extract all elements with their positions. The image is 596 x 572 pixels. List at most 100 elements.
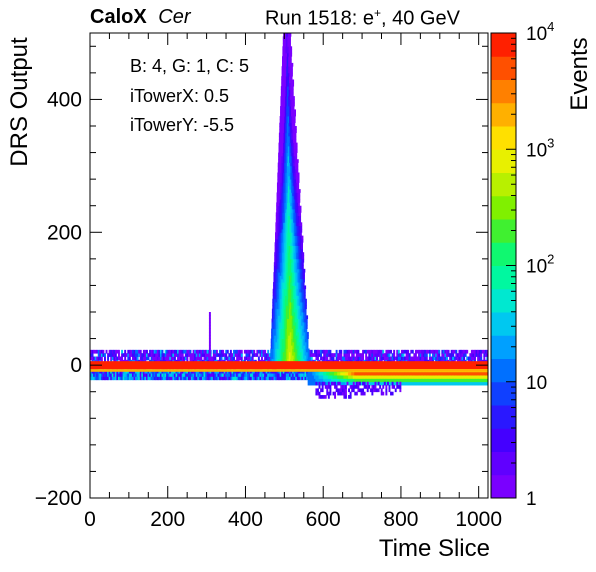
heat-cell xyxy=(290,268,293,273)
heat-cell xyxy=(323,375,326,379)
heat-cell xyxy=(289,116,291,120)
heat-cell xyxy=(291,295,294,300)
heat-cell xyxy=(304,355,307,359)
heat-cell xyxy=(117,353,120,357)
heat-cell xyxy=(453,356,456,361)
heat-cell xyxy=(294,341,297,346)
heat-cell xyxy=(344,378,347,383)
heat-cell xyxy=(280,132,283,137)
heat-cell xyxy=(284,195,287,200)
heat-cell xyxy=(293,232,296,237)
heat-cell xyxy=(270,341,273,346)
heat-cell xyxy=(195,353,198,357)
heat-cell xyxy=(442,378,445,383)
heat-cell xyxy=(282,162,285,167)
heat-cell xyxy=(486,371,489,376)
heat-cell xyxy=(133,356,136,361)
heat-cell xyxy=(114,373,117,377)
heat-cell xyxy=(329,385,332,389)
heat-cell xyxy=(273,376,276,381)
heat-cell xyxy=(478,375,481,379)
heat-cell xyxy=(320,388,323,393)
heat-cell xyxy=(293,312,296,316)
heat-cell xyxy=(301,248,304,253)
heat-cell xyxy=(338,349,341,354)
heat-cell xyxy=(275,328,278,333)
heat-cell xyxy=(289,36,291,41)
heat-cell xyxy=(302,295,305,300)
heat-cell xyxy=(261,373,263,377)
heat-cell xyxy=(285,215,288,220)
heat-cell xyxy=(280,185,283,190)
heat-cell xyxy=(278,212,281,217)
heat-cell xyxy=(466,349,469,354)
heat-cell xyxy=(275,238,277,243)
heat-cell xyxy=(344,385,347,389)
heat-cell xyxy=(385,375,388,379)
heat-cell xyxy=(164,376,167,381)
heat-cell xyxy=(99,356,102,361)
heat-cell xyxy=(304,308,307,313)
heat-cell xyxy=(287,242,290,246)
heat-cell xyxy=(275,338,278,343)
heat-cell xyxy=(340,371,343,376)
heat-cell xyxy=(291,288,294,293)
heat-cell xyxy=(421,356,424,361)
heat-cell xyxy=(285,242,288,246)
heat-cell xyxy=(428,353,431,357)
heat-cell xyxy=(483,353,486,357)
heat-cell xyxy=(278,298,281,303)
heat-cell xyxy=(284,305,287,310)
heat-cell xyxy=(296,355,299,359)
heat-cell xyxy=(275,262,278,266)
heat-cell xyxy=(335,388,338,393)
heat-cell xyxy=(300,335,303,339)
heat-cell xyxy=(163,376,166,381)
heat-cell xyxy=(388,356,391,361)
heat-cell xyxy=(276,195,279,200)
heat-cell xyxy=(173,349,176,354)
heat-cell xyxy=(340,385,343,389)
heat-cell xyxy=(466,371,469,376)
heat-cell xyxy=(480,371,483,376)
heat-cell xyxy=(289,295,292,300)
heat-cell xyxy=(277,288,280,293)
heat-cell xyxy=(295,195,298,200)
heat-cell xyxy=(279,126,282,130)
heat-cell xyxy=(421,375,424,379)
heat-cell xyxy=(312,381,315,386)
heat-cell xyxy=(276,325,279,330)
heat-cell xyxy=(470,375,473,379)
heat-cell xyxy=(363,371,366,376)
heat-cell xyxy=(287,36,290,41)
heat-cell xyxy=(442,349,445,354)
color-swatch xyxy=(491,242,516,266)
heat-cell xyxy=(239,353,242,357)
heat-cell xyxy=(292,235,295,240)
heat-cell xyxy=(294,228,297,233)
heat-cell xyxy=(279,348,282,353)
heat-cell xyxy=(139,356,142,361)
heat-cell xyxy=(288,132,291,137)
heat-cell xyxy=(158,373,161,377)
heat-cell xyxy=(278,228,281,233)
heat-cell xyxy=(346,378,349,383)
heat-cell xyxy=(208,341,211,346)
color-swatch xyxy=(491,405,516,429)
heat-cell xyxy=(424,349,427,354)
heat-cell xyxy=(300,298,303,303)
heat-cell xyxy=(422,375,425,379)
heat-cell xyxy=(280,142,283,147)
heat-cell xyxy=(379,356,382,361)
heat-cell xyxy=(463,353,466,357)
heat-cell xyxy=(279,308,282,313)
heat-cell xyxy=(321,395,324,399)
heat-cell xyxy=(294,145,297,150)
heat-cell xyxy=(292,298,295,303)
z-tick-label: 1 xyxy=(526,489,537,510)
heat-cell xyxy=(295,225,298,230)
heat-cell xyxy=(289,288,292,293)
heat-cell xyxy=(128,349,131,354)
heat-cell xyxy=(435,356,438,361)
heat-cell xyxy=(233,353,235,357)
